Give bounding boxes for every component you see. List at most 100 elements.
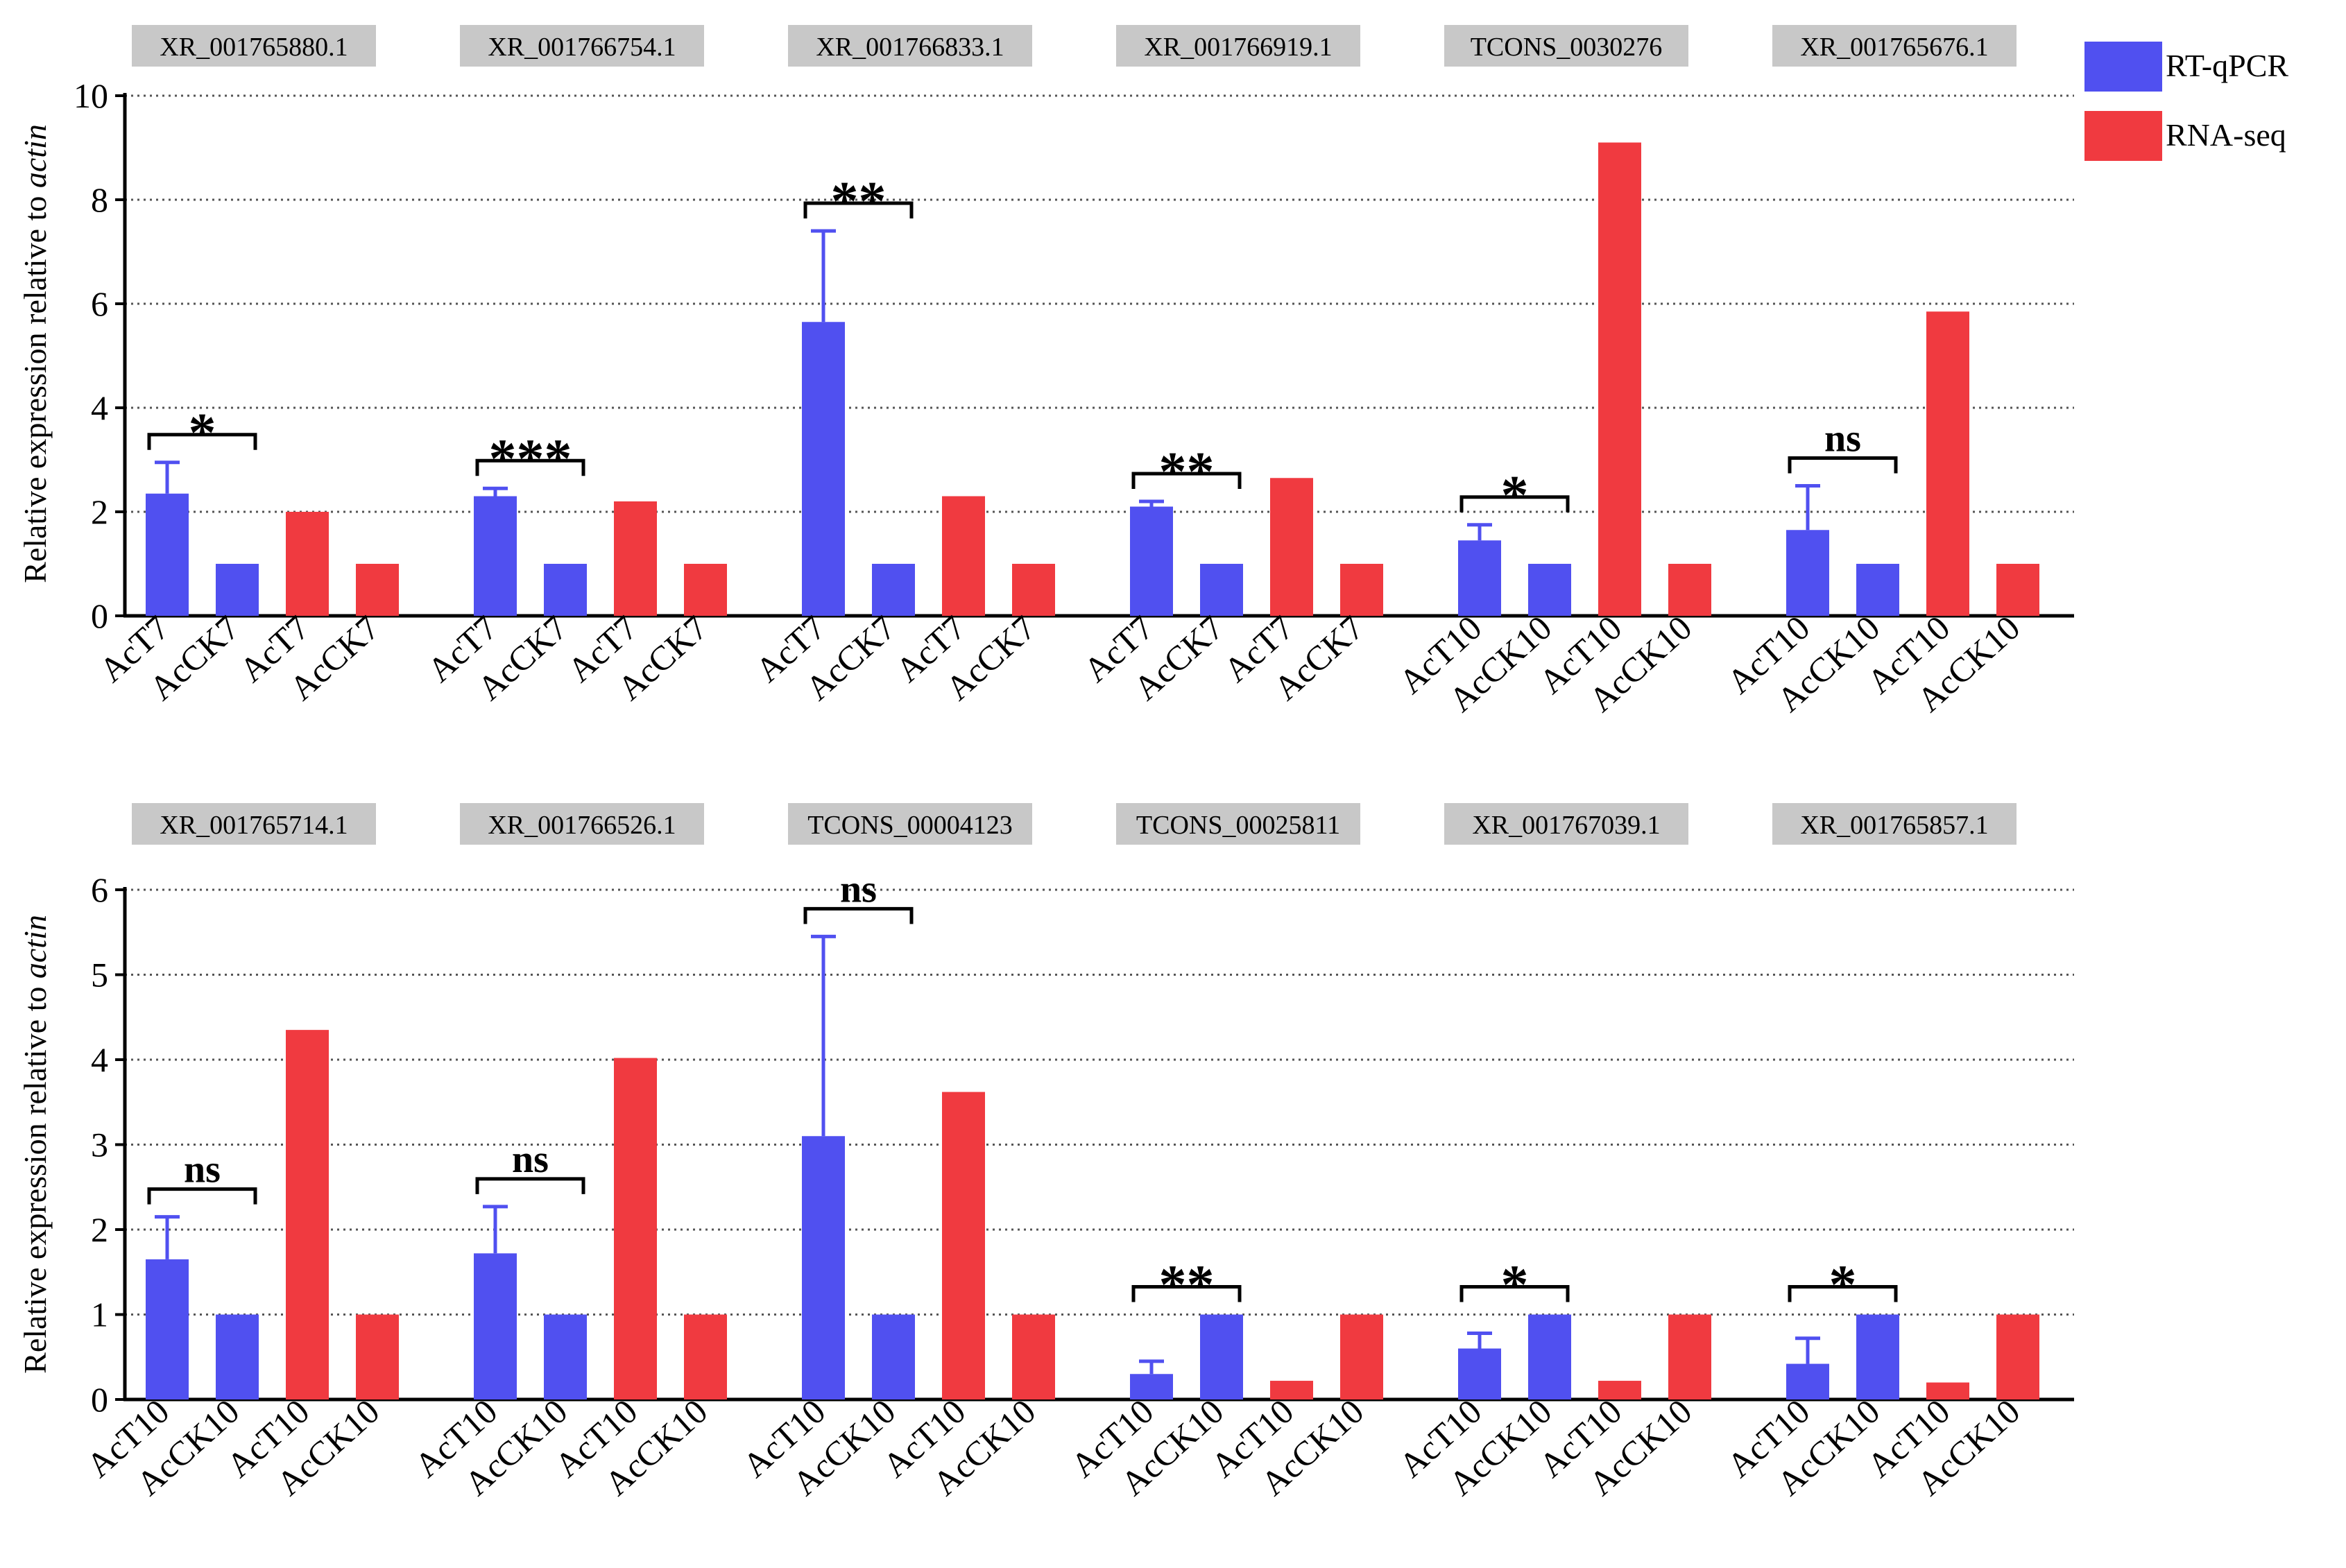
gene-label-box bbox=[1444, 803, 1688, 845]
gene-label: XR_001765676.1 bbox=[1800, 33, 1988, 62]
bar-rnaseq-control bbox=[1340, 1314, 1383, 1399]
bar-rtqpcr-control bbox=[872, 1314, 915, 1399]
bar-rnaseq-control bbox=[1668, 564, 1711, 616]
significance-bracket bbox=[475, 458, 585, 476]
bar-rnaseq-control bbox=[1996, 564, 2039, 616]
bar-rnaseq-treatment bbox=[1270, 478, 1313, 616]
bar-rnaseq-treatment bbox=[1598, 1381, 1641, 1399]
bar-rtqpcr-treatment bbox=[1786, 1363, 1829, 1399]
significance-label: ** bbox=[831, 171, 887, 232]
significance-label: ** bbox=[1159, 442, 1215, 503]
chart-panel-1: 0 2 4 6 8 10 Relative expression relative to a… bbox=[17, 25, 2074, 719]
legend-label: RT-qPCR bbox=[2166, 48, 2288, 83]
significance-label: ** bbox=[1159, 1255, 1215, 1316]
bar-rtqpcr-control bbox=[216, 564, 259, 616]
y-tick-label: 10 bbox=[74, 76, 108, 115]
gene-label: XR_001766526.1 bbox=[488, 811, 676, 840]
bar-rnaseq-treatment bbox=[614, 501, 657, 616]
significance-bracket bbox=[1459, 495, 1570, 512]
gene-label: XR_001766754.1 bbox=[488, 33, 676, 62]
bar-rnaseq-control bbox=[1340, 564, 1383, 616]
significance-label: ns bbox=[1824, 417, 1861, 460]
bar-rtqpcr-control bbox=[1528, 564, 1571, 616]
gene-label: XR_001766833.1 bbox=[816, 33, 1004, 62]
y-tick-label: 8 bbox=[91, 180, 108, 219]
gene-label-box bbox=[132, 803, 376, 845]
bar-rnaseq-control bbox=[356, 564, 399, 616]
y-tick-label: 0 bbox=[91, 596, 108, 635]
bar-rnaseq-control bbox=[1012, 564, 1055, 616]
legend-label: RNA-seq bbox=[2166, 117, 2286, 153]
bar-rnaseq-treatment bbox=[286, 1030, 329, 1399]
y-tick-label: 4 bbox=[91, 1040, 108, 1079]
bar-rnaseq-treatment bbox=[1926, 1382, 1969, 1399]
bar-rtqpcr-treatment bbox=[1130, 1374, 1173, 1399]
y-tick-label: 0 bbox=[91, 1380, 108, 1419]
gene-label-box bbox=[460, 803, 704, 845]
significance-bracket bbox=[1788, 456, 1898, 474]
y-tick-label: 1 bbox=[91, 1295, 108, 1334]
significance-bracket bbox=[803, 906, 914, 924]
bar-rnaseq-treatment bbox=[286, 512, 329, 616]
gene-label-box bbox=[1116, 803, 1360, 845]
significance-bracket bbox=[1788, 1285, 1898, 1302]
gene-label: TCONS_00025811 bbox=[1136, 811, 1340, 840]
legend: RT-qPCR RNA-seq bbox=[2084, 42, 2288, 161]
y-tick-label: 6 bbox=[91, 284, 108, 323]
significance-bracket bbox=[147, 1187, 257, 1205]
y-tick-label: 4 bbox=[91, 388, 108, 427]
significance-bracket bbox=[147, 433, 257, 450]
bar-rtqpcr-control bbox=[1200, 564, 1243, 616]
bar-rnaseq-treatment bbox=[942, 1092, 985, 1399]
bar-rtqpcr-control bbox=[1856, 564, 1899, 616]
bar-rtqpcr-treatment bbox=[1458, 540, 1501, 616]
significance-label: ns bbox=[840, 868, 877, 911]
gene-label: XR_001767039.1 bbox=[1472, 811, 1660, 840]
gene-label-box bbox=[1772, 25, 2017, 67]
bar-rtqpcr-control bbox=[1200, 1314, 1243, 1399]
bar-rnaseq-treatment bbox=[942, 496, 985, 616]
gene-label-box bbox=[788, 803, 1032, 845]
bar-rnaseq-control bbox=[1996, 1314, 2039, 1399]
bar-rtqpcr-treatment bbox=[802, 1136, 845, 1399]
significance-label: * bbox=[189, 403, 216, 464]
y-tick-label: 3 bbox=[91, 1126, 108, 1164]
gene-label-box bbox=[132, 25, 376, 67]
y-tick-label: 2 bbox=[91, 1210, 108, 1249]
bar-rtqpcr-treatment bbox=[146, 493, 189, 616]
y-axis-label-text: Relative expression relative to bbox=[17, 188, 53, 583]
y-tick-label: 6 bbox=[91, 870, 108, 909]
significance-label: * bbox=[1501, 465, 1529, 526]
significance-label: * bbox=[1829, 1255, 1857, 1316]
bar-rtqpcr-treatment bbox=[802, 322, 845, 616]
bar-rnaseq-treatment bbox=[1270, 1381, 1313, 1399]
bar-rnaseq-control bbox=[356, 1314, 399, 1399]
bar-rtqpcr-control bbox=[872, 564, 915, 616]
bar-rtqpcr-treatment bbox=[474, 1253, 517, 1399]
y-axis-label-italic: actin bbox=[17, 915, 53, 979]
bar-rtqpcr-control bbox=[1528, 1314, 1571, 1399]
y-tick-label: 2 bbox=[91, 492, 108, 531]
gene-label: XR_001765880.1 bbox=[160, 33, 348, 62]
y-axis-label: Relative expression relative to actin bbox=[17, 915, 53, 1374]
significance-bracket bbox=[475, 1177, 585, 1194]
y-axis-label-italic: actin bbox=[17, 124, 53, 188]
legend-swatch bbox=[2084, 42, 2162, 92]
legend-swatch bbox=[2084, 111, 2162, 161]
y-tick-label: 5 bbox=[91, 956, 108, 994]
gene-label-box bbox=[1772, 803, 2017, 845]
gene-label: XR_001765714.1 bbox=[160, 811, 348, 840]
significance-label: * bbox=[1501, 1255, 1529, 1316]
bar-rnaseq-control bbox=[684, 1314, 727, 1399]
significance-bracket bbox=[1131, 1285, 1242, 1302]
gene-label-box bbox=[1444, 25, 1688, 67]
bar-rnaseq-treatment bbox=[1926, 311, 1969, 616]
bar-rtqpcr-control bbox=[544, 564, 587, 616]
significance-bracket bbox=[803, 201, 914, 218]
significance-label: ns bbox=[184, 1148, 221, 1191]
chart-panel-2: 0 1 2 3 4 5 6 Relative expression relative to a… bbox=[17, 803, 2074, 1503]
bar-rnaseq-control bbox=[1012, 1314, 1055, 1399]
y-axis-label: Relative expression relative to actin bbox=[17, 124, 53, 583]
